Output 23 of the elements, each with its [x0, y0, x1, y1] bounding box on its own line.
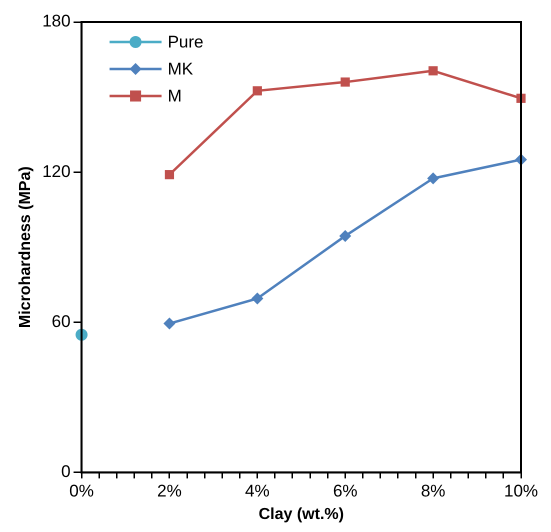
y-tick-label: 120 — [42, 162, 71, 181]
point — [428, 66, 438, 76]
point — [427, 172, 440, 184]
x-axis-title: Clay (wt.%) — [258, 506, 344, 523]
x-tick-label: 6% — [332, 481, 358, 500]
point — [339, 230, 352, 242]
point — [340, 77, 350, 87]
point — [163, 318, 176, 330]
x-tick-label: 4% — [245, 481, 270, 500]
y-tick-label: 180 — [42, 12, 71, 31]
point — [164, 170, 174, 180]
y-axis-title: Microhardness (MPa) — [17, 166, 34, 328]
x-tick-label: 8% — [420, 481, 446, 500]
x-tick-label: 0% — [69, 481, 94, 500]
legend-label: MK — [168, 60, 194, 79]
x-tick-label: 10% — [504, 481, 538, 500]
point — [251, 292, 264, 304]
legend-label: M — [168, 86, 182, 106]
y-tick-label: 0 — [61, 462, 71, 482]
x-tick-label: 2% — [157, 481, 182, 500]
point — [252, 86, 262, 96]
legend-label: Pure — [168, 32, 204, 52]
y-tick-label: 60 — [52, 312, 71, 331]
